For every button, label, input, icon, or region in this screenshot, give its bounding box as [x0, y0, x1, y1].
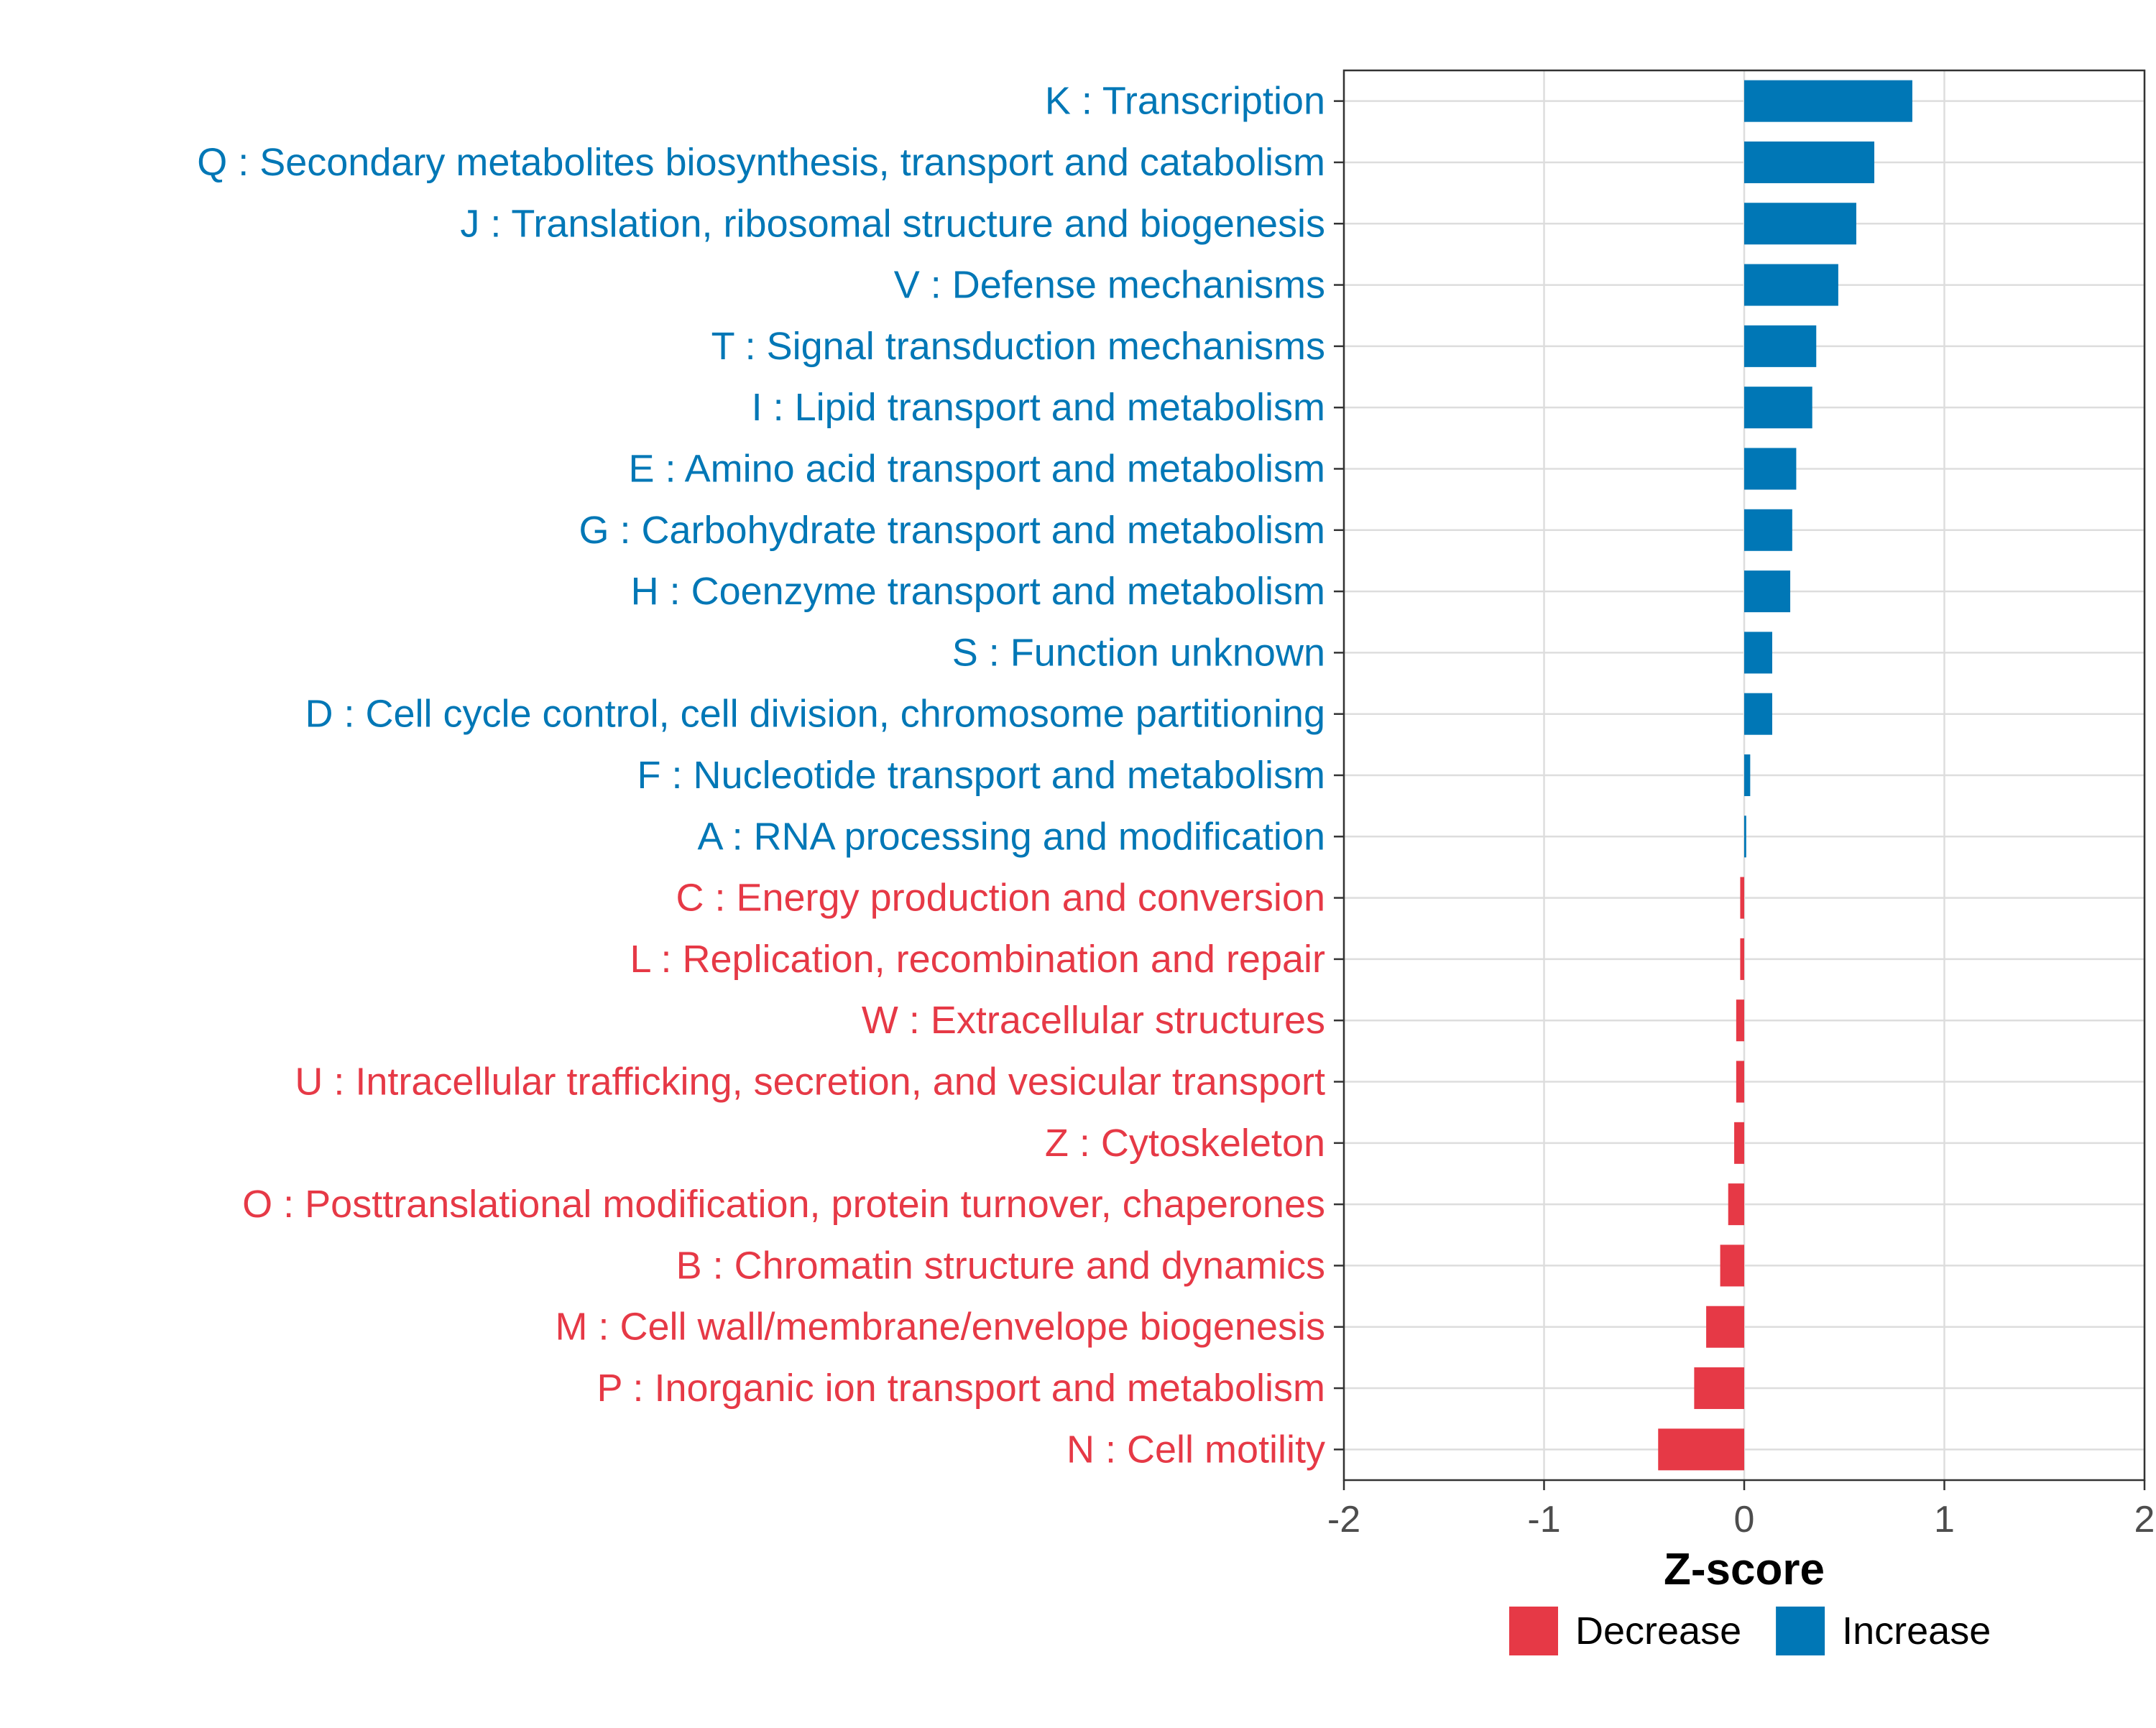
- bar: [1744, 141, 1875, 183]
- bar: [1744, 325, 1817, 367]
- bar: [1734, 1122, 1744, 1164]
- y-tick-label: L : Replication, recombination and repai…: [630, 938, 1325, 981]
- y-tick-label: W : Extracellular structures: [862, 999, 1325, 1042]
- x-tick-label: -2: [1327, 1499, 1360, 1540]
- y-tick-label: Z : Cytoskeleton: [1045, 1122, 1325, 1165]
- x-axis-title: Z-score: [1664, 1545, 1825, 1594]
- y-tick-label: V : Defense mechanisms: [894, 264, 1325, 307]
- y-tick-label: O : Posttranslational modification, prot…: [242, 1183, 1325, 1226]
- legend-label: Decrease: [1575, 1609, 1741, 1653]
- x-tick-label: -1: [1527, 1499, 1560, 1540]
- y-tick-labels: K : Transcription Q : Secondary metabolit…: [197, 80, 1325, 1471]
- legend: Decrease Increase: [1509, 1607, 1991, 1655]
- legend-swatch: [1509, 1607, 1558, 1655]
- bars: [1658, 80, 1912, 1471]
- bar: [1694, 1367, 1744, 1410]
- y-tick-label: S : Function unknown: [952, 631, 1325, 674]
- y-tick-label: U : Intracellular trafficking, secretion…: [295, 1061, 1325, 1104]
- x-tick-label: 1: [1934, 1499, 1955, 1540]
- y-tick-label: C : Energy production and conversion: [676, 877, 1325, 920]
- bar: [1740, 938, 1744, 980]
- bar: [1720, 1244, 1744, 1287]
- bar: [1736, 1061, 1744, 1103]
- y-tick-label: B : Chromatin structure and dynamics: [676, 1244, 1325, 1287]
- y-tick-label: M : Cell wall/membrane/envelope biogenes…: [555, 1306, 1325, 1349]
- bar: [1744, 816, 1746, 858]
- bar: [1744, 448, 1797, 490]
- bar: [1744, 570, 1791, 613]
- bar: [1744, 693, 1772, 735]
- y-tick-label: E : Amino acid transport and metabolism: [629, 447, 1325, 490]
- y-tick-label: J : Translation, ribosomal structure and…: [460, 202, 1325, 245]
- y-tick-label: Q : Secondary metabolites biosynthesis, …: [197, 141, 1325, 184]
- y-tick-label: K : Transcription: [1045, 80, 1325, 123]
- y-tick-label: D : Cell cycle control, cell division, c…: [305, 693, 1325, 736]
- y-tick-label: G : Carbohydrate transport and metabolis…: [579, 509, 1326, 552]
- y-tick-label: F : Nucleotide transport and metabolism: [637, 754, 1325, 797]
- y-ticks: [1334, 100, 1344, 1451]
- legend-swatch: [1776, 1607, 1825, 1655]
- x-ticks: -2 -1 0 1 2: [1327, 1480, 2155, 1540]
- bar: [1744, 264, 1838, 306]
- bar: [1658, 1428, 1744, 1471]
- y-tick-label: N : Cell motility: [1067, 1428, 1325, 1471]
- bar: [1744, 509, 1792, 551]
- y-tick-label: A : RNA processing and modification: [698, 815, 1325, 858]
- legend-label: Increase: [1842, 1609, 1991, 1653]
- bar: [1744, 754, 1751, 797]
- y-tick-label: T : Signal transduction mechanisms: [711, 325, 1325, 368]
- y-tick-label: P : Inorganic ion transport and metaboli…: [596, 1367, 1325, 1410]
- bar: [1728, 1183, 1744, 1226]
- bar: [1744, 80, 1912, 122]
- bar: [1706, 1306, 1744, 1348]
- y-tick-label: I : Lipid transport and metabolism: [752, 386, 1325, 429]
- bar: [1740, 877, 1744, 919]
- bar: [1744, 203, 1856, 245]
- bar: [1736, 999, 1744, 1042]
- bar: [1744, 632, 1772, 674]
- bar: [1744, 387, 1812, 429]
- x-tick-label: 2: [2134, 1499, 2155, 1540]
- y-tick-label: H : Coenzyme transport and metabolism: [631, 570, 1325, 613]
- x-tick-label: 0: [1734, 1499, 1755, 1540]
